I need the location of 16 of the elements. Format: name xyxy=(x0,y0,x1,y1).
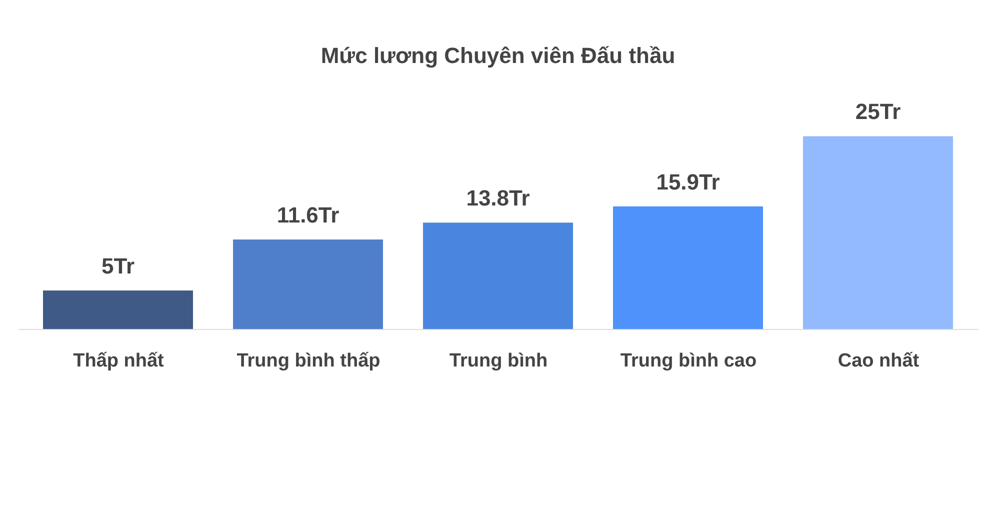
x-tick-label: Trung bình xyxy=(449,350,548,372)
chart-title: Mức lương Chuyên viên Đấu thầu xyxy=(320,43,676,68)
x-tick-label: Cao nhất xyxy=(838,350,920,372)
x-tick-label: Thấp nhất xyxy=(73,350,165,372)
bar xyxy=(423,222,573,329)
data-label: 15.9Tr xyxy=(656,169,720,194)
data-label: 11.6Tr xyxy=(276,202,340,228)
x-tick-label: Trung bình cao xyxy=(620,350,757,372)
bar xyxy=(803,136,953,329)
data-label: 5Tr xyxy=(101,253,135,278)
data-label: 13.8Tr xyxy=(466,186,530,211)
x-tick-label: Trung bình thấp xyxy=(236,350,380,372)
bar xyxy=(613,206,763,329)
data-label: 25Tr xyxy=(855,99,902,124)
bar xyxy=(43,290,193,329)
bar xyxy=(233,240,383,329)
